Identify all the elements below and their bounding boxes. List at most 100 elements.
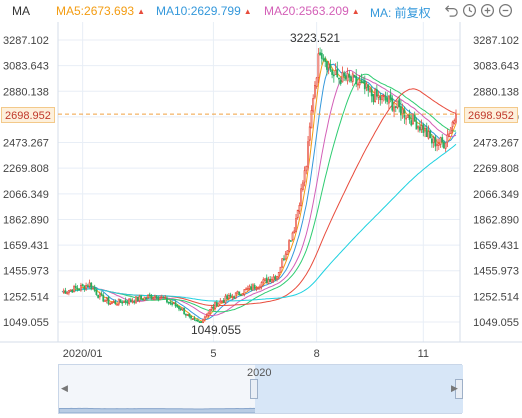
candle-up — [248, 285, 251, 289]
candle-down — [403, 109, 406, 118]
candle-up — [436, 143, 438, 146]
candle-up — [272, 276, 275, 281]
candle-up — [205, 315, 208, 318]
candle-down — [83, 285, 86, 290]
candle-up — [159, 297, 161, 301]
y-tick-label-left: 2066.349 — [3, 189, 49, 201]
candle-up — [164, 296, 167, 299]
candle-down — [240, 294, 242, 297]
candle-up — [432, 137, 435, 143]
candle-down — [324, 58, 327, 62]
navigator-selection[interactable] — [255, 365, 463, 413]
ma-title: MA — [12, 4, 30, 18]
candle-up — [267, 279, 270, 284]
candle-up — [451, 121, 454, 128]
candle-up — [437, 143, 440, 146]
candle-up — [405, 117, 408, 120]
candle-down — [102, 295, 105, 302]
candle-down — [322, 58, 325, 61]
ma5-label: MA5: — [56, 4, 85, 18]
candle-up — [286, 250, 289, 255]
candle-up — [301, 182, 304, 190]
candle-up — [369, 88, 371, 92]
candle-down — [336, 68, 339, 77]
candle-up — [446, 134, 449, 143]
candle-up — [382, 95, 385, 97]
candle-up — [351, 73, 354, 82]
candle-down — [425, 127, 428, 137]
candle-down — [197, 320, 199, 322]
candle-up — [334, 70, 337, 76]
candle-up — [444, 142, 447, 149]
candle-up — [312, 98, 315, 112]
candle-down — [97, 294, 100, 298]
candle-down — [136, 296, 139, 302]
y-tick-label-left: 2880.138 — [3, 86, 49, 98]
candle-down — [193, 317, 196, 320]
undo-icon[interactable] — [444, 3, 459, 18]
candle-down — [166, 297, 168, 303]
y-tick-label-left: 1455.973 — [3, 266, 49, 278]
candle-up — [154, 295, 156, 299]
candle-up — [245, 288, 248, 291]
candle-up — [117, 298, 120, 305]
candle-down — [332, 74, 335, 77]
y-tick-label-right: 2880.138 — [473, 86, 519, 98]
ma20-indicator[interactable]: MA20:2563.209 ▲ — [264, 4, 360, 18]
range-navigator[interactable]: 2020 ◀ ▶ — [58, 364, 463, 414]
ma5-indicator[interactable]: MA5:2673.693 ▲ — [56, 4, 145, 18]
candle-up — [73, 286, 75, 293]
candle-down — [350, 76, 352, 82]
up-triangle-icon: ▲ — [351, 7, 360, 16]
candle-down — [93, 286, 96, 291]
candle-up — [305, 165, 308, 171]
candle-down — [326, 61, 328, 70]
candle-up — [209, 309, 211, 315]
navigator-left-arrow[interactable]: ◀ — [61, 383, 68, 393]
candle-down — [344, 75, 347, 80]
candle-down — [320, 52, 323, 59]
candle-up — [128, 298, 131, 305]
ma10-indicator[interactable]: MA10:2629.799 ▲ — [156, 4, 252, 18]
navigator-right-handle[interactable] — [455, 379, 463, 399]
candle-up — [116, 303, 118, 306]
zoom-in-icon[interactable] — [480, 3, 495, 18]
candle-down — [179, 308, 182, 311]
candle-down — [319, 52, 321, 56]
candle-down — [360, 80, 363, 83]
candle-up — [279, 266, 282, 273]
candle-up — [270, 278, 273, 283]
candle-down — [415, 121, 418, 130]
candle-up — [255, 288, 258, 290]
navigator-right-arrow[interactable]: ▶ — [451, 383, 458, 393]
candle-up — [412, 113, 414, 124]
candle-up — [80, 285, 82, 291]
candle-down — [274, 276, 277, 280]
candle-down — [155, 296, 158, 299]
candle-up — [357, 83, 359, 86]
zoom-out-icon[interactable] — [498, 3, 513, 18]
y-tick-label-left: 1252.514 — [3, 291, 49, 303]
ma20-value: 2563.209 — [298, 4, 349, 18]
min-price-annotation: 1049.055 — [191, 323, 242, 337]
candle-up — [317, 53, 320, 78]
candle-down — [148, 294, 151, 297]
candle-up — [181, 307, 184, 311]
candle-up — [123, 300, 125, 303]
navigator-left-handle[interactable] — [250, 379, 258, 399]
ma20-label: MA20: — [264, 4, 299, 18]
y-tick-label-left: 1049.055 — [3, 317, 49, 329]
candle-down — [95, 290, 98, 295]
y-tick-label-left: 1659.431 — [3, 240, 49, 252]
clock-icon[interactable] — [462, 3, 477, 18]
candle-down — [184, 313, 187, 316]
candle-up — [104, 299, 106, 302]
candle-down — [283, 258, 285, 261]
candle-up — [453, 120, 456, 124]
candle-down — [171, 303, 174, 305]
price-chart[interactable]: 3287.102 3287.102 3083.643 3083.643 2880.138… — [0, 22, 522, 364]
ma-type-selector[interactable]: MA: 前复权 — [370, 6, 431, 20]
ma30-line — [61, 73, 457, 313]
candle-up — [246, 287, 249, 290]
candle-up — [221, 300, 223, 303]
